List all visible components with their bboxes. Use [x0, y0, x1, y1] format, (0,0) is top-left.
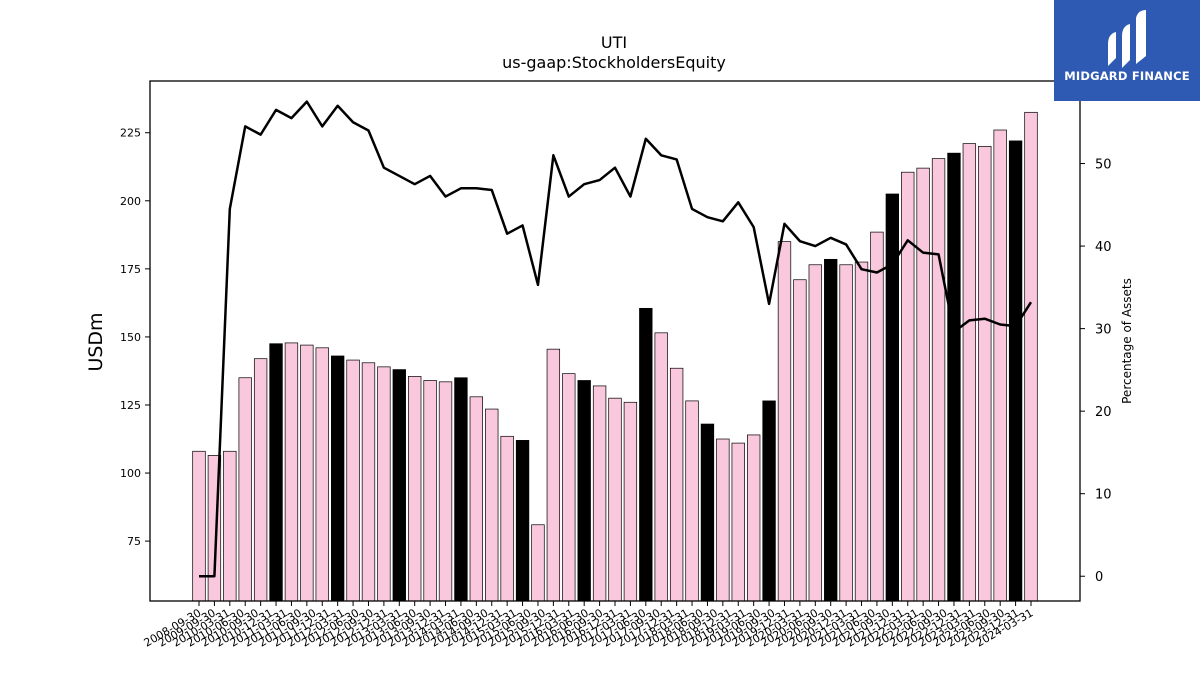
bar-mark [639, 307, 653, 602]
x-axis: 2008-09-302009-09-302010-03-312010-06-30… [142, 601, 1036, 650]
y-tick-label: 100 [120, 467, 141, 480]
bar-mark [223, 450, 237, 602]
bar-mark [300, 344, 314, 602]
bar-mark [762, 400, 776, 602]
bar-mark [346, 359, 360, 602]
bar-mark [731, 442, 745, 602]
bar-mark [253, 358, 268, 602]
bar-mark [592, 385, 607, 602]
y2-tick-label: 20 [1095, 405, 1112, 420]
y-tick-label: 125 [120, 399, 141, 412]
bar-mark [269, 343, 283, 602]
bar-mark [531, 524, 545, 602]
y-tick-label: 150 [120, 331, 141, 344]
bar-mark [839, 264, 853, 602]
right-axis: 0 10 20 30 40 50 [1080, 158, 1112, 585]
bar-mark [423, 380, 437, 602]
y2-tick-label: 30 [1095, 323, 1112, 338]
bar-mark [901, 171, 915, 602]
bar-mark [454, 377, 468, 602]
bar-mark [361, 362, 376, 602]
bar-mark [577, 380, 591, 602]
y2-axis-label: Percentage of Assets [1120, 278, 1134, 404]
bar-mark [808, 264, 822, 602]
bar-mark [978, 145, 992, 602]
y2-tick-label: 50 [1095, 158, 1112, 173]
y-tick-label: 200 [120, 195, 141, 208]
bar-mark [485, 408, 499, 602]
bar-mark [916, 167, 930, 602]
bar-mark [931, 158, 946, 602]
brand-logo-icon [1108, 10, 1146, 68]
bar-mark [515, 440, 530, 602]
bar-mark [746, 434, 761, 602]
bar-mark [1008, 140, 1023, 602]
bar-mark [315, 347, 329, 602]
bar-mark [854, 261, 869, 602]
bar-mark [793, 279, 807, 602]
bar-mark [716, 438, 730, 602]
y2-tick-label: 40 [1095, 240, 1112, 255]
bar-mark [1024, 111, 1038, 602]
bar-mark [331, 355, 345, 602]
bar-mark [654, 332, 668, 602]
bar-mark [947, 152, 961, 602]
bar-mark [377, 366, 391, 602]
y2-tick-label: 0 [1095, 570, 1103, 585]
bar-mark [824, 258, 838, 602]
left-axis: 75 100 125 150 175 200 225 [120, 127, 150, 548]
bar-mark [885, 193, 900, 602]
bar-mark [284, 342, 299, 602]
bar-mark [669, 367, 684, 602]
bar-mark [608, 397, 622, 602]
bar-mark [777, 241, 792, 602]
chart-subtitle: us-gaap:StockholdersEquity [502, 53, 726, 72]
bar-mark [392, 369, 406, 602]
y-tick-label: 225 [120, 127, 141, 140]
bar-mark [685, 400, 699, 602]
bar-mark [469, 396, 483, 602]
bar-mark [623, 401, 638, 602]
y-axis-label: USDm [85, 312, 107, 371]
bar-mark [546, 348, 561, 602]
chart-title: UTI [601, 33, 627, 52]
y-tick-label: 175 [120, 263, 141, 276]
bar-mark [408, 376, 422, 602]
brand-name: MIDGARD FINANCE [1064, 69, 1190, 83]
pct-assets-line [199, 100, 1033, 578]
bar-mark [870, 231, 884, 602]
bar-mark [962, 143, 977, 602]
bar-mark [500, 435, 514, 602]
bar-mark [192, 450, 206, 602]
bar-mark [993, 129, 1007, 602]
bar-mark [438, 381, 453, 602]
bar-mark [562, 373, 576, 602]
bars [192, 111, 1038, 602]
line-series [199, 100, 1033, 578]
y2-tick-label: 10 [1095, 488, 1112, 503]
bar-mark [700, 423, 715, 602]
y-tick-label: 75 [127, 535, 141, 548]
brand-logo: MIDGARD FINANCE [1054, 0, 1200, 101]
bar-mark [238, 377, 252, 602]
